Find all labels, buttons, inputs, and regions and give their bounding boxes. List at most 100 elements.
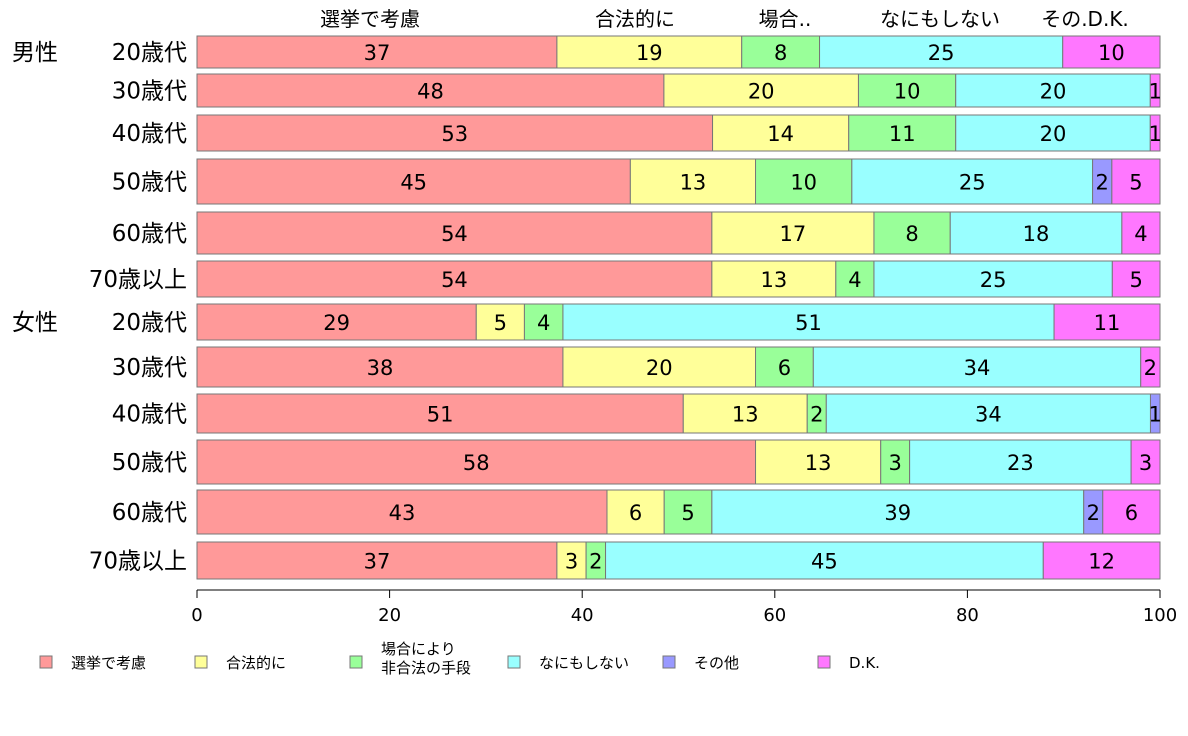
row-label: 50歳代 [112, 450, 187, 476]
bar-segment [196, 541, 558, 580]
bar-segment [851, 158, 1094, 205]
row-label: 60歳代 [112, 500, 187, 526]
bar-segment [605, 541, 1044, 580]
bar-segment [1111, 158, 1161, 205]
legend-swatch [194, 655, 208, 669]
bar-segment [812, 346, 1142, 388]
x-tick-label: 20 [378, 605, 401, 626]
bar-segment [1102, 489, 1161, 535]
x-tick-label: 80 [956, 605, 979, 626]
row-labels: 20歳代男性30歳代40歳代50歳代60歳代70歳以上20歳代女性30歳代40歳… [12, 40, 187, 575]
bar-segment [556, 541, 587, 580]
bar-segment [523, 303, 564, 341]
bar-segment [712, 114, 850, 152]
bar-segment [857, 73, 957, 108]
bar-segment [711, 260, 837, 298]
data-label: 13 [732, 403, 759, 427]
data-label: 3 [888, 451, 901, 475]
data-label: 10 [894, 80, 921, 104]
data-label: 2 [1096, 171, 1109, 195]
bar-segment [196, 211, 713, 255]
legend-swatch [507, 655, 521, 669]
bar-segment [1140, 346, 1161, 388]
top-label: なにもしない [880, 7, 1000, 31]
bar-segment [835, 260, 875, 298]
data-label: 20 [1040, 122, 1067, 146]
legend-swatch [817, 655, 831, 669]
data-label: 2 [589, 550, 602, 574]
legend-swatch [662, 655, 676, 669]
data-label: 10 [1098, 41, 1125, 65]
data-label: 2 [1087, 501, 1100, 525]
x-tick-label: 0 [191, 605, 202, 626]
data-label: 2 [810, 403, 823, 427]
top-label: 場合.. [759, 7, 812, 31]
data-label: 18 [1023, 222, 1050, 246]
bar-segment [955, 73, 1151, 108]
data-label: 45 [400, 171, 427, 195]
legend-label: なにもしない [539, 654, 629, 672]
bar-segment [562, 346, 757, 388]
data-label: 13 [680, 171, 707, 195]
bar-segment [1121, 211, 1161, 255]
group-label: 男性 [12, 40, 58, 66]
bar-segment [663, 73, 859, 108]
data-label: 34 [975, 403, 1002, 427]
data-label: 38 [367, 356, 394, 380]
data-label: 39 [884, 501, 911, 525]
data-label: 5 [1129, 268, 1142, 292]
bar-segment [848, 114, 957, 152]
data-label: 5 [1129, 171, 1142, 195]
legend-label: 合法的に [226, 654, 286, 672]
data-label: 37 [364, 550, 391, 574]
data-label: 20 [1040, 80, 1067, 104]
data-label: 4 [1134, 222, 1147, 246]
bar-segment [196, 489, 608, 535]
bar-segment [196, 346, 564, 388]
data-label: 5 [494, 311, 507, 335]
data-label: 1 [1148, 80, 1161, 104]
legend-label: 選挙で考慮 [71, 654, 146, 672]
data-label: 48 [417, 80, 444, 104]
bar-segment [873, 211, 951, 255]
bar-segment [196, 393, 684, 434]
bar-segment [711, 211, 875, 255]
bar-segment [562, 303, 1055, 341]
data-label: 13 [760, 268, 787, 292]
x-axis: 0 20 40 60 80 100 [191, 589, 1177, 626]
data-label: 5 [681, 501, 694, 525]
data-label: 11 [889, 122, 916, 146]
row-label: 40歳代 [112, 402, 187, 428]
bar-segment [196, 114, 714, 152]
data-label: 51 [427, 403, 454, 427]
data-label: 43 [389, 501, 416, 525]
bar-segment [663, 489, 713, 535]
data-label: 1 [1148, 122, 1161, 146]
row-label: 70歳以上 [89, 549, 187, 575]
data-label: 25 [959, 171, 986, 195]
data-label: 25 [980, 268, 1007, 292]
top-label: その.D.K. [1041, 7, 1129, 31]
data-label: 6 [1125, 501, 1138, 525]
data-label: 20 [646, 356, 673, 380]
legend-swatch [39, 655, 53, 669]
bar-segment [629, 158, 757, 205]
legend: 選挙で考慮 合法的に 場合により非合法の手段 なにもしない その他 D.K. [39, 640, 880, 677]
bar-segment [1062, 35, 1161, 69]
bar-segment [755, 158, 853, 205]
bar-segment [196, 303, 477, 341]
top-header-labels: 選挙で考慮 合法的に 場合.. なにもしない その.D.K. [320, 7, 1129, 31]
data-label: 34 [964, 356, 991, 380]
data-label: 54 [441, 222, 468, 246]
data-label: 51 [795, 311, 822, 335]
bar-segment [196, 439, 757, 485]
data-label: 4 [848, 268, 861, 292]
bar-segment [556, 35, 743, 69]
data-label: 8 [905, 222, 918, 246]
bar-segment [711, 489, 1085, 535]
row-label: 30歳代 [112, 79, 187, 105]
bar-segment [825, 393, 1151, 434]
legend-label: その他 [694, 654, 739, 672]
bar-segment [1149, 114, 1161, 152]
